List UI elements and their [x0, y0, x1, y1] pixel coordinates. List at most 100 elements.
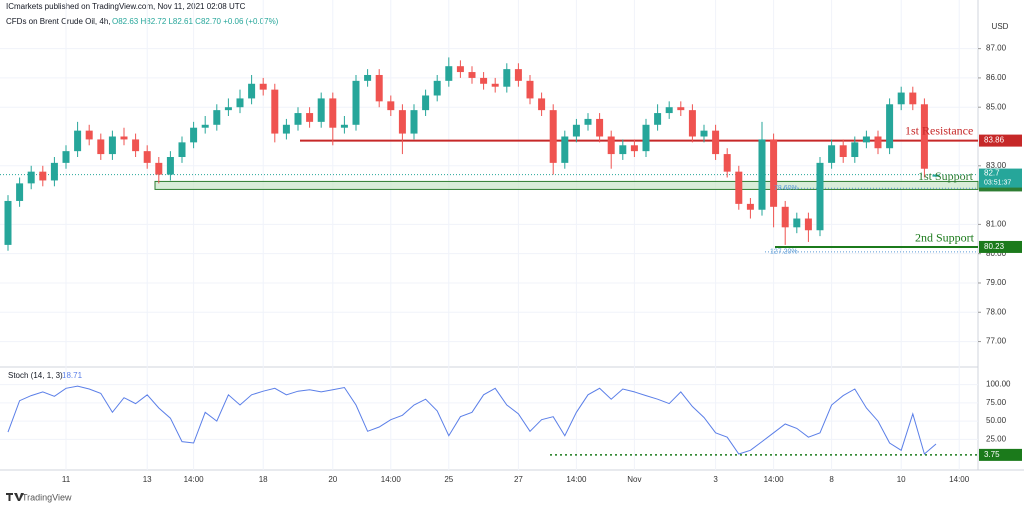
candle-body: [16, 183, 24, 201]
candle-body: [642, 124, 650, 152]
y-tick-label: 25.00: [986, 434, 1007, 443]
candle-body: [190, 127, 198, 143]
publisher: ICmarkets published on TradingView.com, …: [6, 2, 246, 11]
candle-body: [132, 139, 140, 152]
x-tick-label: 14:00: [764, 475, 785, 484]
last-price-label: 82.7: [984, 169, 1000, 178]
y-tick-label: 85.00: [986, 102, 1007, 111]
candle-body: [445, 66, 453, 81]
candle-body: [480, 77, 488, 84]
last-price-tag: [979, 168, 1022, 188]
candle-body: [352, 80, 360, 125]
candle-body: [607, 136, 615, 155]
candle-body: [143, 151, 151, 163]
x-tick-label: 14:00: [566, 475, 587, 484]
candle-body: [549, 110, 557, 163]
x-tick-label: 27: [514, 475, 523, 484]
symbol: CFDs on Brent Crude Oil, 4h,: [6, 17, 110, 26]
currency: USD: [992, 22, 1009, 31]
candle-body: [596, 118, 604, 137]
candle-body: [920, 104, 928, 169]
level-label: 1st Support: [918, 169, 974, 183]
candle-body: [468, 72, 476, 78]
y-tick-label: 100.00: [986, 380, 1011, 389]
candle-body: [456, 66, 464, 73]
x-tick-label: 3: [713, 475, 718, 484]
candle-body: [758, 139, 766, 210]
y-tick-label: 77.00: [986, 337, 1007, 346]
candle-body: [677, 107, 685, 111]
candle-body: [700, 130, 708, 137]
candle-body: [4, 200, 12, 245]
candle-body: [654, 113, 662, 125]
candle-body: [271, 89, 279, 134]
candle-body: [932, 174, 940, 177]
x-tick-label: 14:00: [184, 475, 205, 484]
candle-body: [619, 145, 627, 155]
candle-body: [839, 145, 847, 158]
candle-body: [398, 110, 406, 134]
footer: TradingView: [22, 492, 72, 502]
candle-body: [50, 162, 58, 181]
candle-body: [526, 80, 534, 99]
candle-body: [723, 154, 731, 172]
candle-body: [213, 110, 221, 125]
candle-body: [584, 118, 592, 125]
candle-body: [793, 218, 801, 228]
x-tick-label: Nov: [627, 475, 641, 484]
candle-body: [248, 83, 256, 99]
level-label: 1st Resistance: [905, 123, 973, 137]
labels-layer: 1st Resistance 1st Support 2nd Support 78.6…: [770, 123, 975, 255]
candle-body: [282, 124, 290, 134]
candle-body: [688, 110, 696, 137]
candle-body: [340, 124, 348, 128]
price-tag: [979, 134, 1022, 147]
candle-body: [735, 171, 743, 204]
candle-body: [862, 136, 870, 143]
logo: [6, 493, 24, 501]
candle-body: [491, 83, 499, 87]
candle-body: [329, 98, 337, 128]
candle-body: [538, 98, 546, 111]
marks-layer: [4, 57, 940, 455]
y-tick-label: 80.00: [986, 249, 1007, 258]
price-tag: [979, 240, 1022, 253]
y-tick-label: 81.00: [986, 219, 1007, 228]
x-tick-label: 20: [328, 475, 337, 484]
x-tick-label: 13: [143, 475, 152, 484]
stoch-line: [7, 385, 937, 455]
levels-layer: [0, 139, 979, 456]
candle-body: [155, 162, 163, 175]
axis-layer: 11 13 14:00 18 20 14:00 25 27 14:00 Nov 3 14:00 8 10 1…: [62, 44, 1022, 484]
fib-label: 78.60%: [774, 185, 798, 192]
stoch-level-tag: [979, 448, 1022, 461]
candle-body: [712, 130, 720, 155]
candle-body: [422, 95, 430, 111]
candle-body: [816, 162, 824, 231]
candle-body: [62, 151, 70, 163]
candle-body: [630, 145, 638, 152]
stoch-value: 18.71: [62, 371, 83, 380]
candle-body: [781, 206, 789, 228]
price-tag-label: 83.86: [984, 136, 1005, 145]
candle-body: [201, 124, 209, 128]
x-tick-label: 25: [444, 475, 453, 484]
candle-body: [561, 136, 569, 163]
candle-body: [74, 130, 82, 152]
candle-body: [909, 92, 917, 105]
candle-body: [503, 69, 511, 87]
price-tag-label: 80.23: [984, 242, 1005, 251]
candle-body: [317, 98, 325, 122]
y-tick-label: 75.00: [986, 398, 1007, 407]
y-tick-label: 87.00: [986, 44, 1007, 53]
candle-body: [259, 83, 267, 90]
candle-body: [97, 139, 105, 155]
grid-layer: [0, 0, 978, 470]
candle-body: [433, 80, 441, 96]
candle-body: [886, 104, 894, 149]
candle-body: [294, 113, 302, 125]
candle-body: [770, 139, 778, 207]
y-tick-label: 50.00: [986, 416, 1007, 425]
candle-body: [364, 74, 372, 81]
